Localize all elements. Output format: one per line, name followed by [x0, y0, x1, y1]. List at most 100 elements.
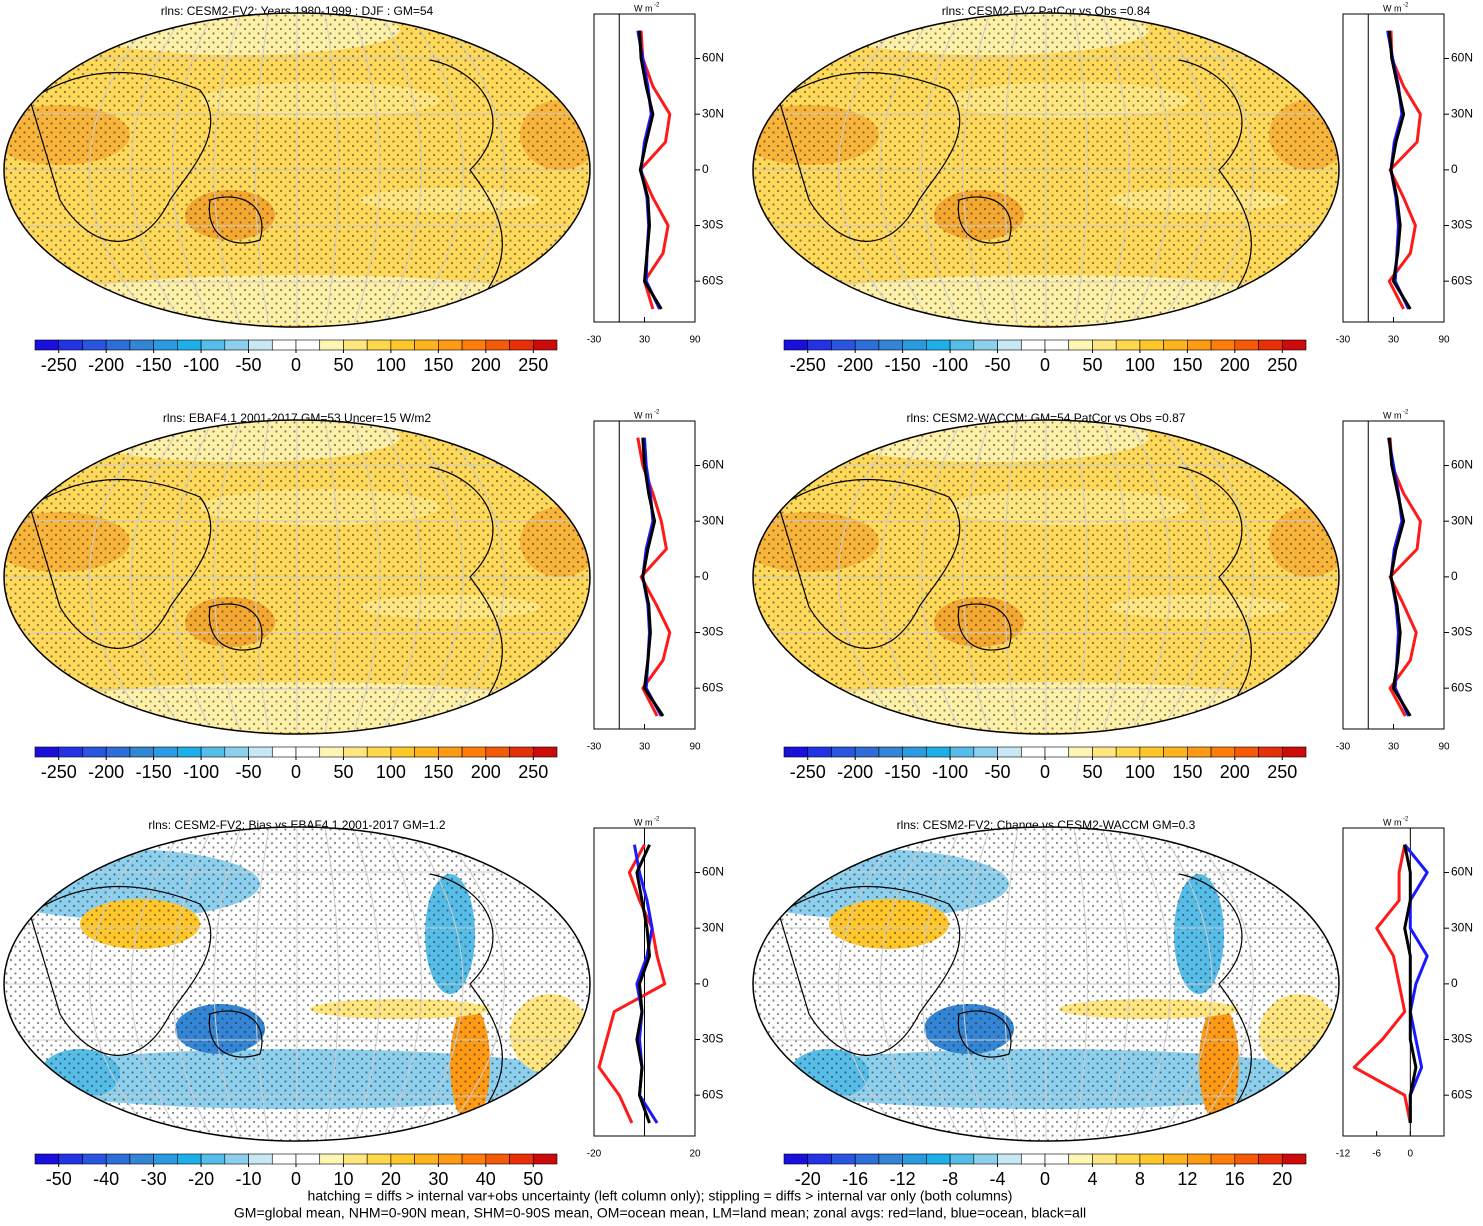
colorbar-swatch	[105, 1153, 131, 1165]
map-meridian	[352, 13, 381, 327]
colorbar-swatch	[532, 746, 558, 758]
colorbar-swatch	[1044, 339, 1070, 351]
colorbar-tick-label: -50	[46, 1169, 72, 1189]
map-meridian	[1129, 13, 1171, 327]
colorbar-tick-label: -150	[885, 762, 921, 782]
coastline	[778, 466, 1252, 708]
colorbar-swatch	[129, 339, 154, 351]
panel: rlns: CESM2-FV2: Change vs CESM2-WACCM G…	[752, 817, 1473, 1189]
map-meridian	[172, 13, 214, 327]
colorbar-tick-label: 250	[1267, 355, 1297, 375]
colorbar-tick-label: 250	[518, 762, 548, 782]
map-meridian	[89, 13, 158, 327]
colorbar-swatch	[366, 746, 392, 758]
map-meridian	[436, 827, 505, 1141]
colorbar-swatch	[271, 339, 297, 351]
colorbar-swatch	[1281, 1153, 1307, 1165]
colorbar-tick-label: -200	[837, 355, 873, 375]
map-meridian	[838, 13, 907, 327]
panel: rlns: EBAF4.1 2001-2017 GM=53 Uncer=15 W…	[3, 410, 724, 782]
y-tick-label: 0	[1451, 162, 1458, 176]
panel: rlns: CESM2-FV2 PatCor vs Obs =0.84-250-…	[752, 3, 1473, 375]
unit-label: W m	[634, 410, 653, 420]
colorbar-swatch	[200, 1153, 226, 1165]
colorbar-tick-label: -150	[136, 762, 172, 782]
x-tick-label: 90	[1438, 335, 1450, 346]
colorbar-swatch	[1068, 1153, 1093, 1165]
y-tick-label: 30N	[1451, 920, 1473, 934]
colorbar-swatch	[390, 746, 415, 758]
map-title: rlns: CESM2-FV2 PatCor vs Obs =0.84	[942, 4, 1151, 18]
colorbar-tick-label: -50	[236, 355, 262, 375]
y-tick-label: 0	[1451, 976, 1458, 990]
map-fill	[753, 13, 1339, 327]
map-fill	[753, 420, 1339, 734]
colorbar-tick-label: 150	[423, 355, 453, 375]
colorbar-tick-label: 0	[1040, 1169, 1050, 1189]
colorbar-tick-label: -50	[985, 355, 1011, 375]
colorbar-swatch	[1234, 746, 1259, 758]
colorbar-tick-label: 0	[1040, 762, 1050, 782]
unit-exponent: -2	[1403, 410, 1409, 416]
colorbar-swatch	[1187, 1153, 1212, 1165]
colorbar-tick-label: 50	[333, 355, 353, 375]
colorbar-swatch	[1115, 339, 1141, 351]
colorbar-tick-label: 150	[1172, 355, 1202, 375]
map-meridian	[408, 827, 464, 1141]
colorbar-swatch	[1139, 746, 1164, 758]
map-border	[3, 12, 591, 328]
colorbar-swatch	[997, 746, 1022, 758]
map-meridian	[324, 13, 339, 327]
y-tick-label: 30N	[702, 920, 724, 934]
colorbar-tick-label: 100	[376, 355, 406, 375]
colorbar-swatch	[1068, 746, 1093, 758]
y-tick-label: 60N	[1451, 51, 1473, 65]
colorbar-swatch	[82, 339, 107, 351]
colorbar-tick-label: 200	[471, 355, 501, 375]
colorbar-tick-label: -250	[41, 355, 77, 375]
colorbar-swatch	[1281, 746, 1307, 758]
colorbar-swatch	[461, 1153, 487, 1165]
x-tick-label: 30	[639, 335, 651, 346]
colorbar-tick-label: 200	[471, 762, 501, 782]
x-tick-label: -30	[587, 335, 602, 346]
colorbar-tick-label: -200	[88, 762, 124, 782]
map-meridian	[1129, 420, 1171, 734]
colorbar-swatch	[509, 746, 534, 758]
colorbar-swatch	[1234, 339, 1259, 351]
x-tick-label: -30	[1336, 335, 1351, 346]
y-tick-label: 30N	[702, 513, 724, 527]
footer-line: GM=global mean, NHM=0-90N mean, SHM=0-90…	[234, 1205, 1086, 1221]
colorbar-swatch	[461, 746, 487, 758]
colorbar-swatch	[271, 1153, 297, 1165]
x-tick-label: 90	[689, 742, 701, 753]
colorbar-tick-label: -20	[795, 1169, 821, 1189]
colorbar-swatch	[1020, 339, 1046, 351]
colorbar-swatch	[1044, 746, 1070, 758]
colorbar-swatch	[532, 1153, 558, 1165]
map-meridian	[1004, 827, 1019, 1141]
colorbar-tick-label: 0	[291, 355, 301, 375]
map-meridian	[962, 827, 991, 1141]
y-tick-label: 60S	[1451, 273, 1472, 287]
colorbar-swatch	[105, 339, 131, 351]
map-meridian	[213, 13, 242, 327]
colorbar-swatch	[1139, 339, 1164, 351]
colorbar-swatch	[926, 746, 951, 758]
colorbar-swatch	[509, 339, 534, 351]
colorbar-tick-label: 4	[1087, 1169, 1097, 1189]
colorbar-swatch	[831, 339, 856, 351]
map-meridian	[1004, 13, 1019, 327]
map-border	[752, 12, 1340, 328]
colorbar-swatch	[878, 339, 903, 351]
map-border	[752, 826, 1340, 1142]
colorbar-swatch	[485, 1153, 510, 1165]
colorbar-swatch	[783, 1153, 809, 1165]
colorbar-tick-label: 50	[1082, 355, 1102, 375]
map-meridian	[352, 827, 381, 1141]
zonal-line	[641, 437, 665, 717]
map-meridian	[838, 420, 907, 734]
colorbar-tick-label: -8	[942, 1169, 958, 1189]
unit-label: W m	[1383, 3, 1402, 13]
map-meridian	[962, 420, 991, 734]
